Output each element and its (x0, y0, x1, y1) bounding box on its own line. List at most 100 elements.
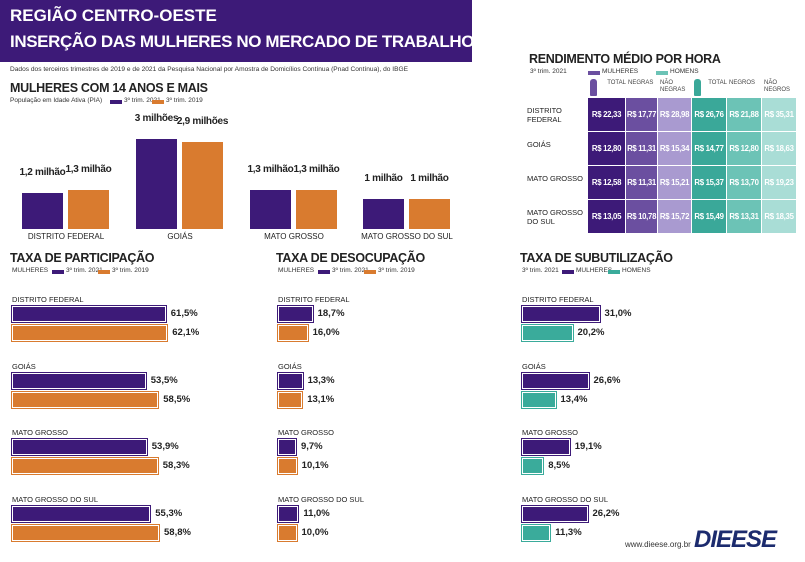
bar (520, 524, 552, 543)
category-label: GOIÁS (522, 361, 546, 371)
legend-swatch (152, 100, 164, 104)
value-label: 53,5% (150, 374, 178, 386)
category-label: DISTRITO FEDERAL (278, 295, 350, 304)
bar (521, 438, 571, 457)
table-cell: R$ 13,70 (727, 166, 762, 199)
legend-swatch (588, 71, 600, 75)
chart-title: MULHERES COM 14 ANOS E MAIS (10, 81, 208, 95)
table-cell: R$ 17,77 (626, 98, 658, 131)
legend-label: 3º trim. 2021 (332, 267, 369, 274)
bar (68, 190, 109, 229)
column-header: TOTAL (607, 80, 626, 86)
table-cell: R$ 15,21 (658, 166, 692, 199)
bar (277, 438, 297, 457)
value-label: 10,0% (301, 527, 329, 539)
table-cell: R$ 19,23 (762, 166, 797, 199)
value-label: 2,9 milhões (176, 116, 229, 127)
category-label: MATO GROSSO (12, 428, 68, 438)
table-cell: R$ 15,34 (658, 132, 692, 165)
bar (136, 139, 177, 229)
chart-title: TAXA DE DESOCUPAÇÃO (276, 251, 425, 265)
title: INSERÇÃO DAS MULHERES NO MERCADO DE TRAB… (10, 32, 475, 51)
row-label: MATO GROSSO DO SUL (527, 208, 583, 226)
table-cell: R$ 18,35 (762, 200, 797, 233)
legend-label: MULHERES (576, 267, 613, 274)
table-cell: R$ 12,80 (727, 132, 762, 165)
legend-swatch (98, 270, 110, 274)
bar (363, 199, 404, 229)
legend-swatch (52, 270, 64, 274)
value-label: 58,8% (164, 527, 191, 539)
table-cell: R$ 12,58 (588, 166, 626, 199)
source: Dados dos terceiros trimestres de 2019 e… (10, 66, 409, 73)
value-label: 1,3 milhão (293, 164, 340, 175)
value-label: 55,3% (155, 508, 183, 520)
bar (11, 371, 147, 390)
table-cell: R$ 15,72 (658, 200, 692, 233)
bar (521, 324, 574, 342)
x-tick-label: MATO GROSSO DO SUL (361, 232, 453, 241)
bar (276, 390, 304, 409)
table-cell: R$ 26,76 (692, 98, 727, 131)
category-label: MATO GROSSO (278, 428, 334, 438)
bar (11, 457, 159, 476)
row-label: GOIÁS (527, 140, 551, 149)
category-label: MATO GROSSO DO SUL (522, 495, 608, 505)
table-cell: R$ 18,63 (762, 132, 797, 165)
table-cell: R$ 12,80 (588, 132, 626, 165)
bar (182, 142, 223, 229)
bar (277, 524, 298, 543)
table-cell: R$ 13,05 (588, 200, 626, 233)
value-label: 20,2% (577, 327, 605, 338)
column-header: TOTAL (708, 80, 727, 86)
footer-url: www.dieese.org.br (625, 540, 691, 549)
bar (277, 324, 309, 342)
x-tick-label: GOIÁS (167, 232, 193, 241)
table-cell: R$ 14,77 (692, 132, 727, 165)
column-header: NEGROS (729, 80, 756, 86)
legend-label: MULHERES (602, 68, 639, 75)
column-header: NÃO NEGRAS (660, 80, 686, 93)
bar (520, 457, 545, 476)
legend-label: 3º trim. 2019 (378, 267, 415, 274)
value-label: 26,6% (593, 374, 621, 386)
column-header: NÃO NEGROS (764, 80, 791, 93)
legend-swatch (110, 100, 122, 104)
bar (22, 193, 63, 229)
value-label: 10,1% (301, 460, 329, 472)
bar (10, 390, 160, 409)
bar (277, 457, 298, 476)
row-label: DISTRITO FEDERAL (527, 106, 562, 124)
legend-label: 3º trim. 2019 (166, 97, 203, 104)
x-tick-label: MATO GROSSO (264, 232, 324, 241)
table-cell: R$ 10,78 (626, 200, 658, 233)
value-label: 58,5% (163, 393, 191, 405)
value-label: 11,3% (555, 527, 582, 539)
chart-title: TAXA DE SUBUTILIZAÇÃO (520, 251, 673, 265)
table-title: RENDIMENTO MÉDIO POR HORA (529, 52, 721, 66)
bar (11, 524, 160, 543)
bar (521, 505, 589, 524)
table-cell: R$ 21,88 (727, 98, 762, 131)
legend-title: MULHERES (12, 267, 49, 274)
value-label: 13,1% (307, 393, 335, 405)
value-label: 18,7% (317, 308, 345, 319)
bar (521, 390, 557, 409)
table-cell: R$ 35,31 (762, 98, 797, 131)
bar (296, 190, 337, 229)
icon-male (694, 79, 701, 96)
x-tick-label: DISTRITO FEDERAL (27, 232, 105, 241)
category-label: DISTRITO FEDERAL (522, 295, 594, 304)
value-label: 9,7% (300, 441, 323, 453)
value-label: 13,3% (307, 374, 335, 386)
logo: DIEESE (694, 526, 777, 553)
value-label: 1,2 milhão (19, 167, 66, 178)
value-label: 61,5% (170, 308, 198, 319)
bar (10, 505, 152, 524)
value-label: 53,9% (151, 441, 179, 453)
value-label: 8,5% (548, 460, 570, 472)
header-band (0, 0, 472, 62)
legend-title: 3º trim. 2021 (522, 267, 559, 274)
bar (521, 305, 601, 323)
